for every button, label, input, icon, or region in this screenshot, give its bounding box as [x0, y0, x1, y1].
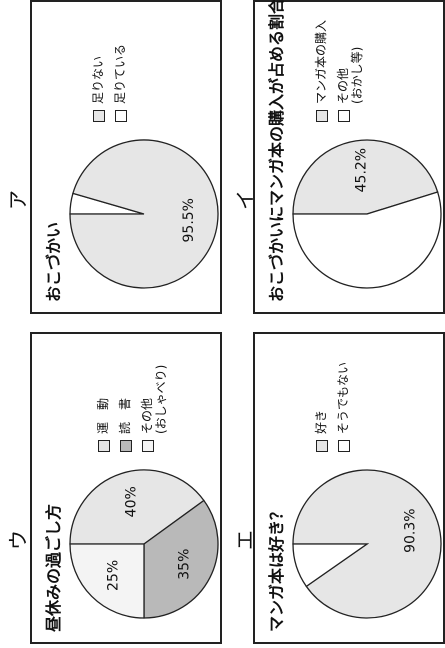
slice-value-label: 45.2% [353, 148, 369, 192]
panel-b: おこづかいにマンガ本の購入が占める割合 45.2% マンガ本の購入 その他 (お… [253, 0, 445, 314]
pie-chart: 40% 35% 25% [69, 469, 219, 619]
legend-label: 運 動 [96, 397, 110, 434]
slice-value-label: 25% [106, 560, 122, 591]
legend: 運 動 読 書 その他 (おしゃべり) [92, 365, 168, 452]
legend-label: 好き [314, 409, 328, 434]
legend-swatch [142, 440, 154, 452]
pie-chart: 95.5% [69, 139, 219, 289]
legend-swatch [93, 110, 105, 122]
legend-swatch [338, 440, 350, 452]
legend-item: 読 書 [114, 365, 136, 452]
legend-label: 読 書 [118, 397, 132, 434]
legend-swatch [115, 110, 127, 122]
panel-c: 昼休みの過ごし方 40% 35% 25% 運 動 読 書 その他 (おしゃべり) [30, 332, 222, 644]
legend-swatch [338, 110, 350, 122]
panel-d: マンガ本は好き？ 90.3% 好き そうでもない [253, 332, 445, 644]
pie-slice [292, 139, 439, 215]
legend-label: 足りない [91, 55, 105, 104]
slice-value-label: 95.5% [181, 198, 197, 242]
pie-slice [143, 499, 219, 619]
pie-slice [292, 543, 370, 588]
legend-label: そうでもない [336, 361, 350, 434]
legend-swatch [120, 440, 132, 452]
legend-swatch [98, 440, 110, 452]
legend-label: マンガ本の購入 [314, 19, 328, 104]
legend-item: マンガ本の購入 [310, 20, 332, 122]
pie-chart: 45.2% [292, 139, 442, 289]
legend: マンガ本の購入 その他 (おかし等) [310, 20, 364, 122]
panel-label-a: ア [6, 190, 30, 210]
panel-label-c: ウ [6, 530, 30, 550]
legend: 好き そうでもない [310, 362, 354, 452]
slice-value-label: 90.3% [402, 508, 418, 552]
pie-slice [69, 543, 145, 619]
legend-item: 運 動 [92, 365, 114, 452]
legend-label: 足りている [113, 43, 127, 104]
legend-item: そうでもない [332, 362, 354, 452]
panel-a: おこづかい 95.5% 足りない 足りている [30, 0, 222, 314]
legend-item: 足りている [109, 44, 131, 122]
legend-sublabel: (おしゃべり) [154, 364, 168, 434]
legend: 足りない 足りている [87, 44, 131, 122]
pie-slice [69, 469, 205, 545]
legend-item: 足りない [87, 44, 109, 122]
legend-item: 好き [310, 362, 332, 452]
pie-chart: 90.3% [292, 469, 442, 619]
slice-value-label: 35% [177, 549, 193, 580]
legend-swatch [316, 110, 328, 122]
legend-sublabel: (おかし等) [350, 46, 364, 104]
pie-slice [292, 191, 442, 289]
slice-value-label: 40% [123, 486, 139, 517]
legend-swatch [316, 440, 328, 452]
pie-slice [69, 139, 219, 289]
